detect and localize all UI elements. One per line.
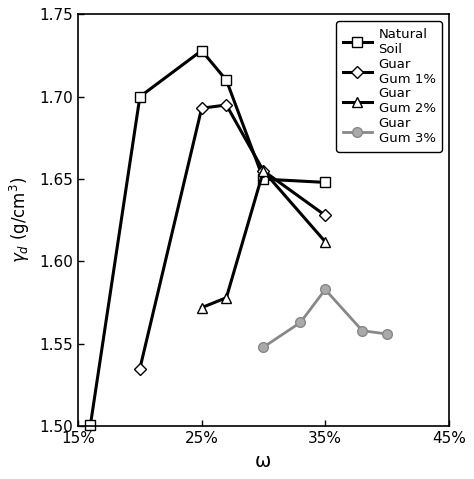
Guar
Gum 1%	[199, 105, 204, 111]
Natural
Soil	[137, 94, 143, 100]
Natural
Soil	[261, 176, 266, 182]
Natural
Soil	[199, 48, 204, 54]
Line: Guar
Gum 2%: Guar Gum 2%	[197, 166, 330, 312]
Guar
Gum 3%	[322, 286, 328, 292]
Line: Natural
Soil: Natural Soil	[86, 46, 330, 430]
Line: Guar
Gum 3%: Guar Gum 3%	[258, 285, 392, 352]
Guar
Gum 1%	[261, 168, 266, 174]
Guar
Gum 2%	[199, 305, 204, 310]
Legend: Natural
Soil, Guar
Gum 1%, Guar
Gum 2%, Guar
Gum 3%: Natural Soil, Guar Gum 1%, Guar Gum 2%, …	[337, 21, 442, 152]
Guar
Gum 2%	[261, 168, 266, 174]
Guar
Gum 2%	[224, 295, 229, 301]
Guar
Gum 3%	[359, 328, 365, 333]
Natural
Soil	[88, 422, 93, 427]
Guar
Gum 3%	[384, 331, 390, 337]
Guar
Gum 1%	[224, 102, 229, 108]
Natural
Soil	[322, 180, 328, 185]
Y-axis label: $\gamma_d\ \mathrm{(g/cm^3)}$: $\gamma_d\ \mathrm{(g/cm^3)}$	[9, 177, 32, 263]
Guar
Gum 2%	[322, 239, 328, 245]
Guar
Gum 1%	[137, 365, 143, 371]
Guar
Gum 3%	[261, 344, 266, 350]
Guar
Gum 3%	[298, 319, 303, 325]
Line: Guar
Gum 1%: Guar Gum 1%	[136, 101, 329, 373]
Guar
Gum 1%	[322, 213, 328, 218]
Natural
Soil	[224, 78, 229, 83]
X-axis label: ω: ω	[255, 452, 272, 471]
